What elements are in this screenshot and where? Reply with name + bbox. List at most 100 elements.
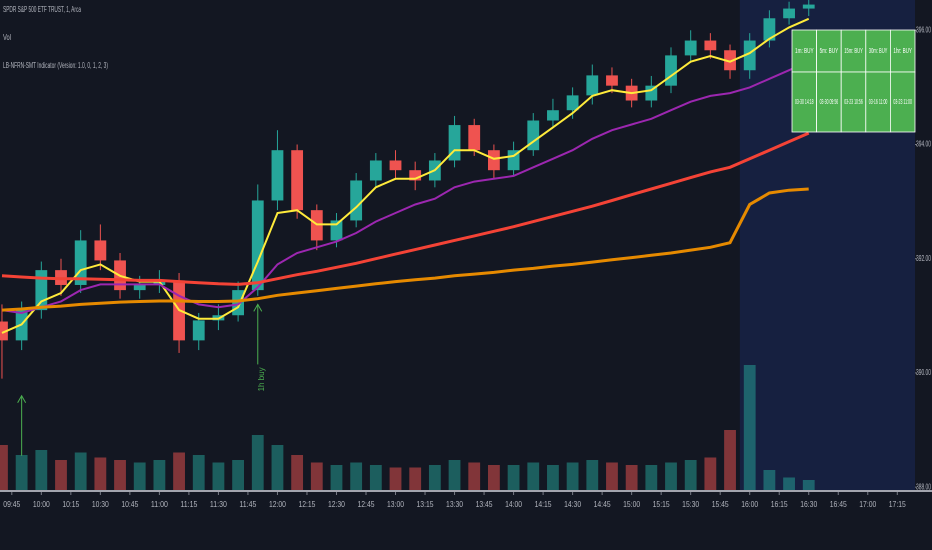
volume-bar <box>645 465 658 490</box>
x-tick-label: 14:45 <box>594 500 611 509</box>
candle-body <box>488 150 500 171</box>
candle-body <box>684 40 697 56</box>
volume-bar <box>566 462 579 490</box>
volume-bar <box>606 462 618 490</box>
x-tick-label: 13:15 <box>417 500 434 509</box>
x-tick-label: 10:30 <box>92 500 109 509</box>
arrow-head <box>253 303 263 312</box>
candle-body <box>94 240 107 261</box>
candle-body <box>586 75 599 96</box>
volume-bar <box>665 462 677 490</box>
candle-body <box>192 320 205 341</box>
candle-body <box>35 270 48 311</box>
x-tick-label: 15:15 <box>653 500 670 509</box>
candle-body <box>350 180 363 221</box>
volume-bar <box>547 465 559 490</box>
candle-body <box>232 290 244 316</box>
volume-bar <box>625 465 638 490</box>
x-tick-label: 12:15 <box>298 500 315 509</box>
table-text: 5m: BUY <box>820 48 839 55</box>
x-tick-label: 15:30 <box>682 500 699 509</box>
candle-body <box>291 150 304 211</box>
table-text: 03-23 11:00 <box>893 99 912 106</box>
candle-body <box>133 284 146 291</box>
candle-body <box>527 120 540 151</box>
volume-bar <box>192 455 205 490</box>
candle-body <box>0 321 8 341</box>
volume-bar <box>783 477 795 490</box>
table-cell <box>890 71 916 133</box>
y-tick-label: 390.00 <box>916 368 931 377</box>
ma-line <box>1 131 810 286</box>
x-tick-label: 12:45 <box>358 500 375 509</box>
x-tick-label: 16:00 <box>741 500 758 509</box>
x-tick-label: 15:45 <box>712 500 729 509</box>
x-tick-label: 11:00 <box>151 500 168 509</box>
x-tick-label: 11:15 <box>180 500 197 509</box>
arrow-label: 1h buy <box>257 367 266 391</box>
volume-bar <box>586 460 599 490</box>
candle-body <box>271 150 284 201</box>
ma-line <box>1 187 809 312</box>
x-tick-label: 10:45 <box>121 500 138 509</box>
x-tick-label: 12:30 <box>328 500 345 509</box>
table-text: 03-30 14:18 <box>795 99 814 106</box>
header-text: Vol <box>3 33 11 42</box>
volume-bar <box>488 465 500 490</box>
candle-body <box>743 40 756 71</box>
volume-bar <box>448 460 461 490</box>
volume-bar <box>350 462 363 490</box>
volume-bar <box>94 457 107 490</box>
table-text: 03-16 11:00 <box>869 99 888 106</box>
table-cell <box>791 71 818 133</box>
volume-bar <box>763 470 776 490</box>
volume-bar <box>232 460 244 490</box>
table-text: 03-23 10:56 <box>844 99 863 106</box>
y-tick-label: 388.00 <box>916 482 931 491</box>
header-text: SPDR S&P 500 ETF TRUST, 1, Arca <box>3 5 81 14</box>
candle-body <box>566 95 579 111</box>
x-tick-label: 13:30 <box>446 500 463 509</box>
x-tick-label: 14:30 <box>564 500 581 509</box>
volume-bar <box>0 445 8 490</box>
candle-body <box>645 85 658 101</box>
volume-bar <box>153 460 166 490</box>
candle-body <box>547 110 559 121</box>
candle-body <box>74 240 87 285</box>
candle-body <box>468 125 481 151</box>
arrow-head <box>17 394 27 404</box>
x-tick-label: 17:15 <box>889 500 906 509</box>
candle-body <box>507 150 520 171</box>
volume-bar <box>173 452 185 490</box>
volume-bar <box>369 465 382 490</box>
volume-bar <box>74 452 87 490</box>
x-tick-label: 11:45 <box>239 500 256 509</box>
volume-bar <box>114 460 126 490</box>
x-tick-label: 16:30 <box>800 500 817 509</box>
x-tick-label: 16:15 <box>771 500 788 509</box>
x-tick-label: 14:00 <box>505 500 522 509</box>
volume-bar <box>291 455 304 490</box>
x-tick-label: 10:15 <box>62 500 79 509</box>
table-text: 1m: BUY <box>795 48 814 55</box>
y-tick-label: 392.00 <box>916 254 931 263</box>
y-tick-label: 394.00 <box>916 140 931 149</box>
candle-body <box>606 75 618 86</box>
volume-bar <box>468 462 481 490</box>
x-tick-label: 13:45 <box>476 500 493 509</box>
candle-body <box>802 4 815 9</box>
candle-body <box>704 40 717 51</box>
volume-bar <box>527 462 540 490</box>
volume-bar <box>15 455 28 490</box>
volume-bar <box>743 365 756 490</box>
volume-bar <box>724 430 736 490</box>
volume-bar <box>251 435 264 490</box>
y-tick-label: 396.00 <box>916 25 931 34</box>
volume-bar <box>507 465 520 490</box>
volume-bar <box>389 467 402 490</box>
table-text: 30m: BUY <box>869 48 888 55</box>
candle-body <box>251 200 264 291</box>
x-tick-label: 16:45 <box>830 500 847 509</box>
